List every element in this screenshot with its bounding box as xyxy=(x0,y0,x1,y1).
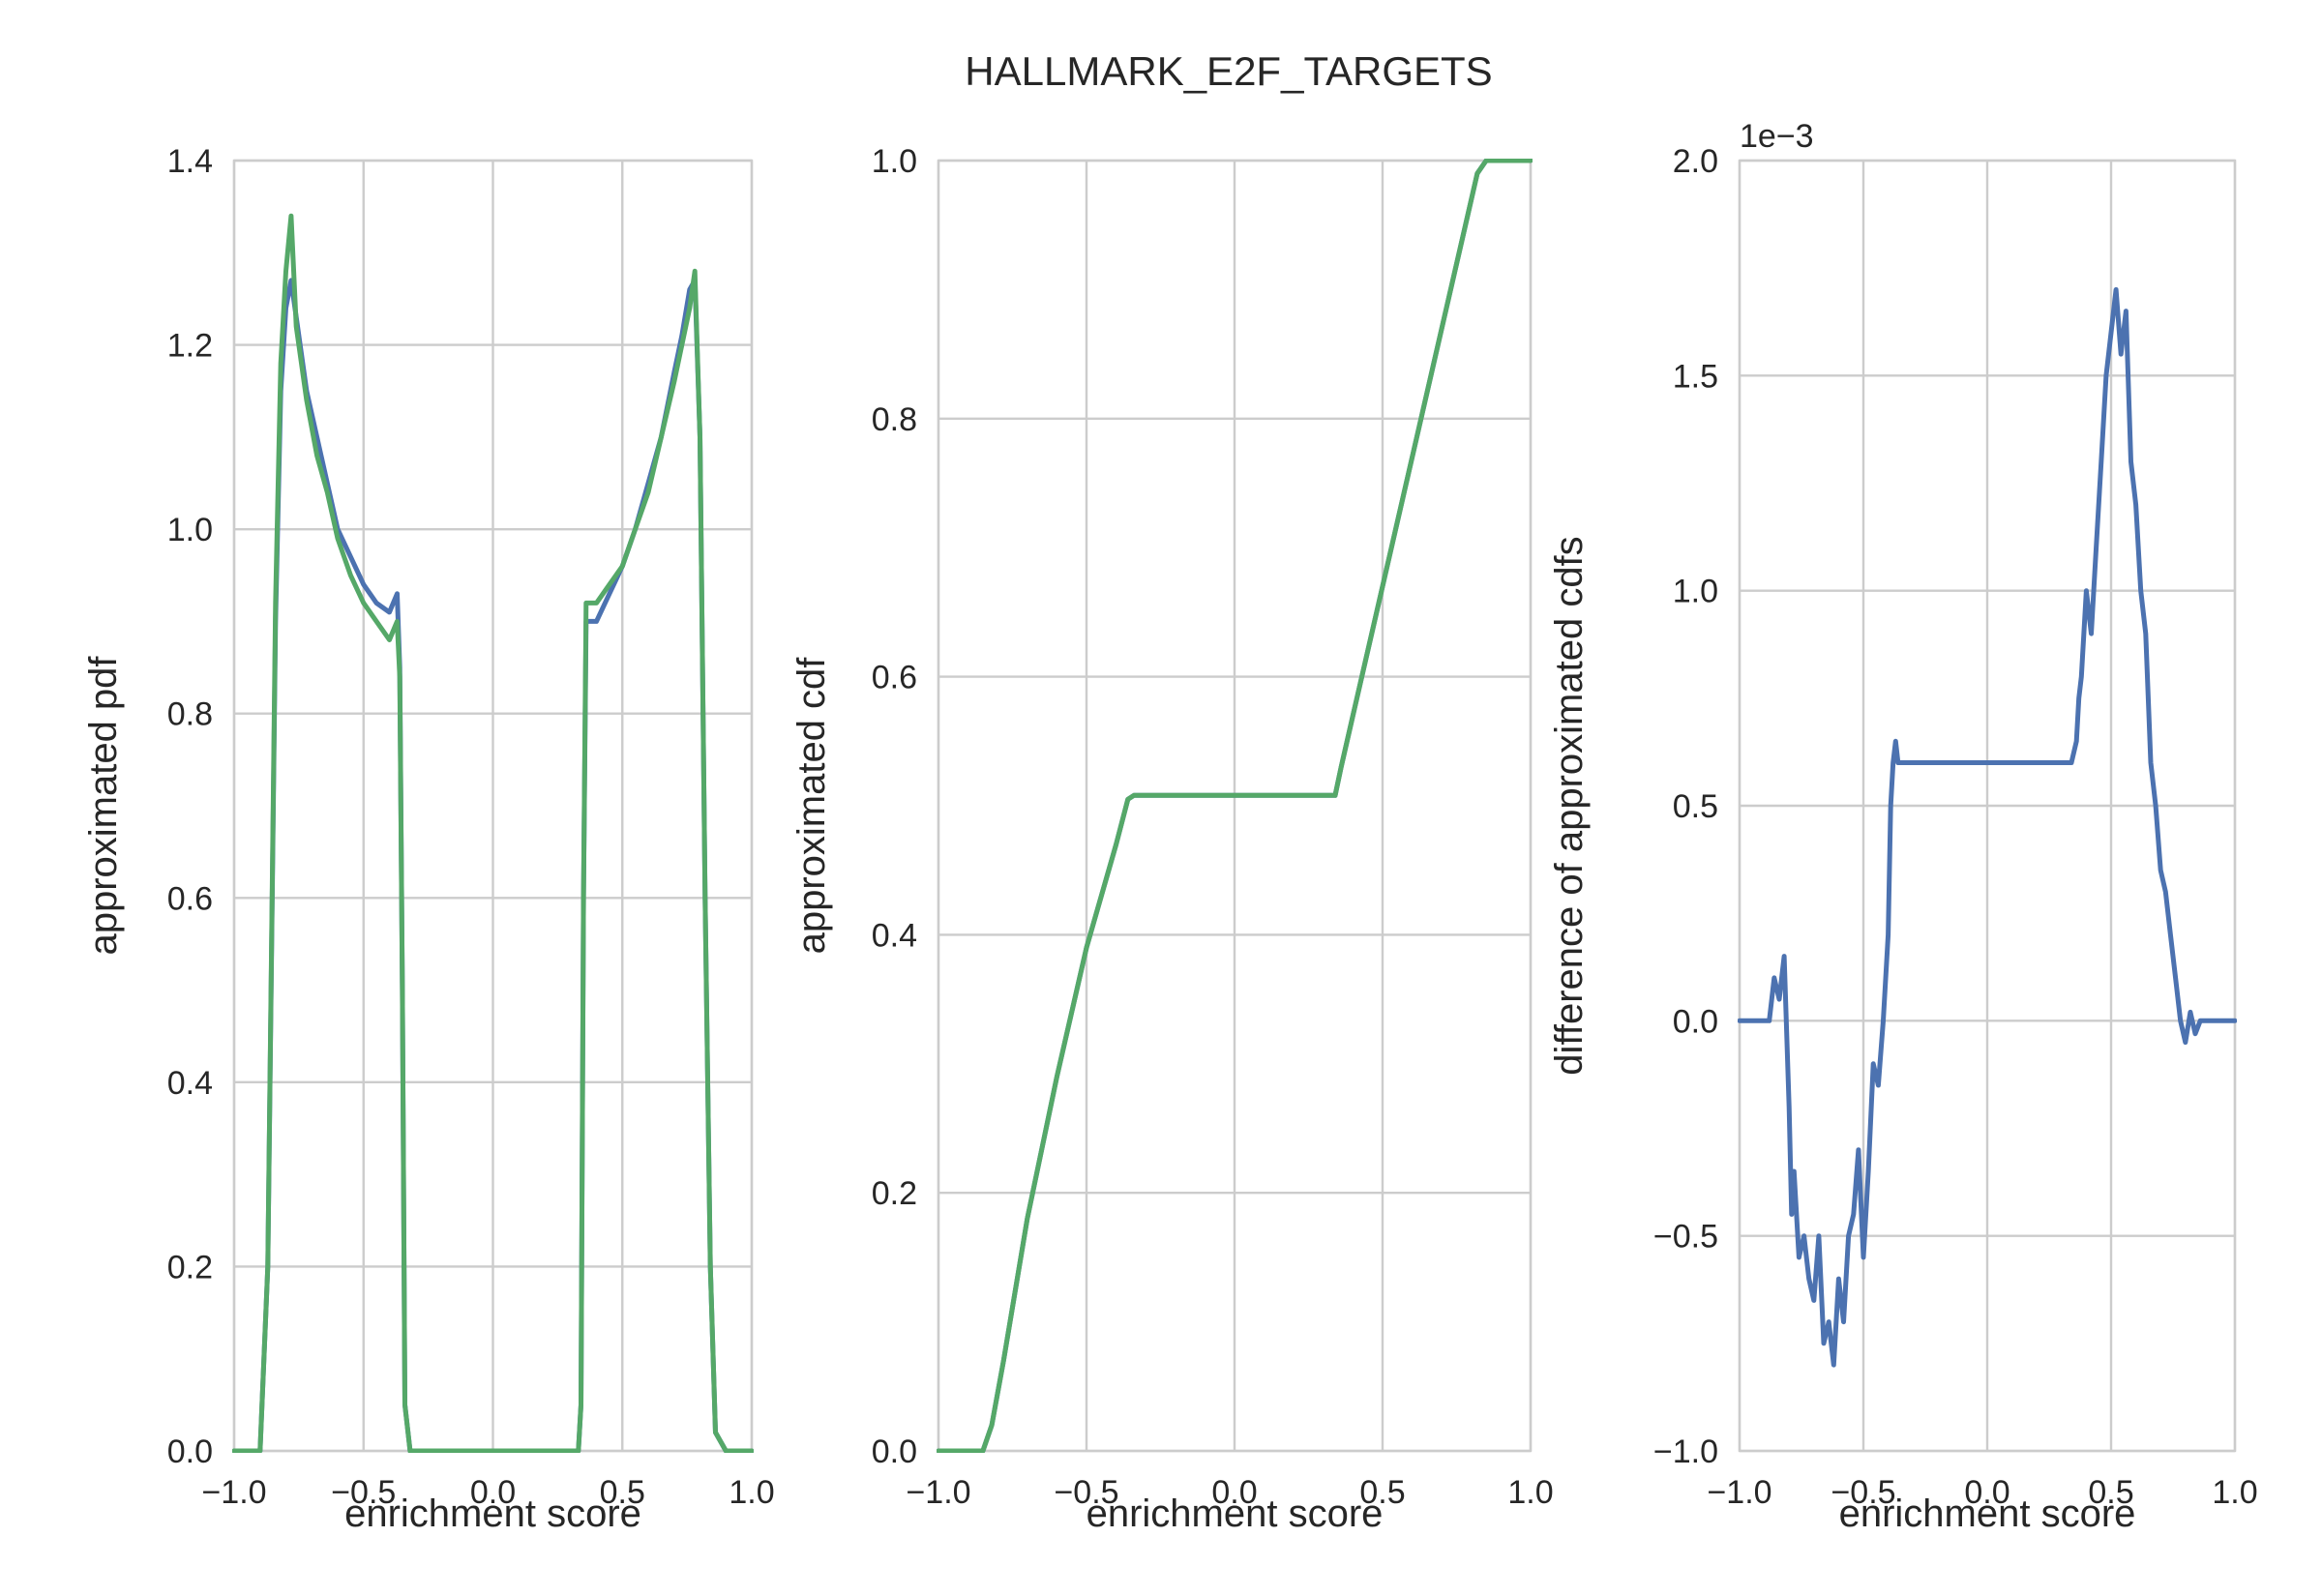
pdf-panel: −1.0 −0.5 0.0 0.5 1.0 0.0 0.2 0.4 0.6 0.8 1.0 1.2 1.… xyxy=(82,143,775,1535)
y-axis-label: approximated cdf xyxy=(790,657,833,955)
y-tick-label: 0.5 xyxy=(1673,788,1718,825)
x-tick-label: 0.0 xyxy=(1211,1474,1257,1511)
x-tick-label: 1.0 xyxy=(1507,1474,1553,1511)
y-tick-label: −0.5 xyxy=(1653,1219,1718,1256)
x-tick-label: −1.0 xyxy=(201,1474,266,1511)
axes-frame xyxy=(937,159,1533,1453)
x-axis-label: enrichment score xyxy=(1087,1493,1384,1535)
y-tick-label: 0.2 xyxy=(872,1175,917,1212)
x-tick-label: 0.0 xyxy=(470,1474,516,1511)
y-tick-label: 0.8 xyxy=(167,696,213,733)
y-tick-label: 0.4 xyxy=(167,1065,213,1102)
y-tick-label: 0.6 xyxy=(872,660,917,696)
x-tick-label: 0.5 xyxy=(600,1474,645,1511)
y-tick-label: 2.0 xyxy=(1673,143,1718,180)
y-tick-label: 0.4 xyxy=(872,917,917,954)
y-axis-label: approximated pdf xyxy=(82,656,125,956)
x-tick-label: −1.0 xyxy=(906,1474,970,1511)
x-tick-label: 0.0 xyxy=(1964,1474,2009,1511)
y-tick-label: −1.0 xyxy=(1653,1433,1718,1470)
y-tick-label: 1.2 xyxy=(167,328,213,365)
y-tick-label: 1.0 xyxy=(167,512,213,548)
y-offset-label: 1e−3 xyxy=(1740,118,1814,155)
axes-frame xyxy=(1738,159,2237,1453)
x-axis-label: enrichment score xyxy=(344,1493,641,1535)
x-tick-label: −1.0 xyxy=(1707,1474,1771,1511)
series-line-2 xyxy=(937,159,1533,1453)
y-tick-label: 0.2 xyxy=(167,1249,213,1286)
y-tick-label: 1.4 xyxy=(167,143,213,180)
x-tick-label: −0.5 xyxy=(1054,1474,1118,1511)
figure-title: HALLMARK_E2F_TARGETS xyxy=(965,48,1492,94)
y-tick-label: 1.0 xyxy=(872,143,917,180)
y-tick-label: 0.0 xyxy=(167,1433,213,1470)
x-tick-label: 0.5 xyxy=(1359,1474,1405,1511)
y-tick-label: 0.0 xyxy=(1673,1003,1718,1040)
x-axis-label: enrichment score xyxy=(1839,1493,2136,1535)
series-line-1 xyxy=(1738,286,2237,1368)
y-tick-label: 0.8 xyxy=(872,401,917,438)
y-tick-label: 1.5 xyxy=(1673,358,1718,395)
x-tick-label: 0.5 xyxy=(2088,1474,2133,1511)
cdf-difference-panel: −1.0 −0.5 0.0 0.5 1.0 −1.0 −0.5 0.0 0.5 1.0 1.5 2.0… xyxy=(1548,118,2258,1535)
y-axis-label: difference of approximated cdfs xyxy=(1548,536,1591,1075)
y-tick-label: 0.6 xyxy=(167,880,213,917)
y-tick-label: 0.0 xyxy=(872,1433,917,1470)
cdf-panel: −1.0 −0.5 0.0 0.5 1.0 0.0 0.2 0.4 0.6 0.8 1.0 enric… xyxy=(790,143,1554,1535)
x-tick-label: 1.0 xyxy=(2212,1474,2257,1511)
x-tick-label: 1.0 xyxy=(729,1474,774,1511)
y-tick-label: 1.0 xyxy=(1673,574,1718,610)
series-line-2 xyxy=(232,213,754,1453)
x-tick-label: −0.5 xyxy=(331,1474,396,1511)
x-tick-label: −0.5 xyxy=(1831,1474,1895,1511)
